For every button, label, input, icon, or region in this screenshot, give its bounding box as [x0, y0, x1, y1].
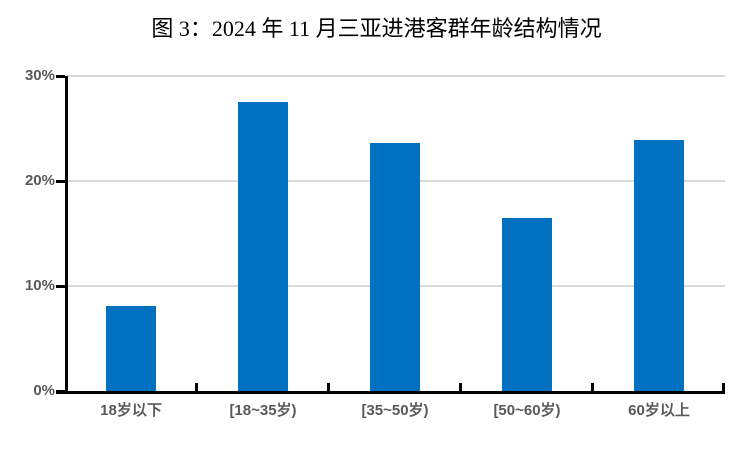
x-axis-line	[56, 391, 725, 394]
x-tick-3	[459, 383, 462, 391]
chart-title: 图 3：2024 年 11 月三亚进港客群年龄结构情况	[151, 16, 602, 41]
x-tick-4	[591, 383, 594, 391]
y-tick-label-20: 20%	[24, 172, 55, 189]
y-tick-10	[56, 285, 65, 288]
y-tick-20	[56, 180, 65, 183]
y-tick-label-10: 10%	[24, 277, 55, 294]
x-category-label-60岁以上: 60岁以上	[628, 402, 690, 419]
gridline-30	[66, 75, 725, 77]
x-tick-1	[195, 383, 198, 391]
y-tick-label-30: 30%	[24, 67, 55, 84]
x-category-label-18岁以下: 18岁以下	[100, 402, 162, 419]
y-axis-line	[65, 76, 68, 391]
x-category-label-[18~35岁): [18~35岁)	[229, 402, 297, 419]
plot-area: 0% 10% 20% 30% 18岁以下 [18~35岁) [35~50岁) [50~60岁)…	[25, 67, 725, 419]
bar-[50~60岁)	[502, 217, 552, 391]
x-tick-2	[327, 383, 330, 391]
x-category-label-[35~50岁): [35~50岁)	[361, 402, 429, 419]
x-tick-5	[722, 383, 725, 391]
x-category-label-[50~60岁): [50~60岁)	[493, 402, 561, 419]
bar-60岁以上	[634, 140, 684, 391]
bar-[18~35岁)	[238, 102, 288, 391]
y-tick-label-0: 0%	[33, 382, 55, 399]
bar-[35~50岁)	[370, 143, 420, 391]
bar-18岁以下	[106, 305, 156, 391]
y-tick-0	[56, 390, 65, 393]
y-tick-30	[56, 75, 65, 78]
